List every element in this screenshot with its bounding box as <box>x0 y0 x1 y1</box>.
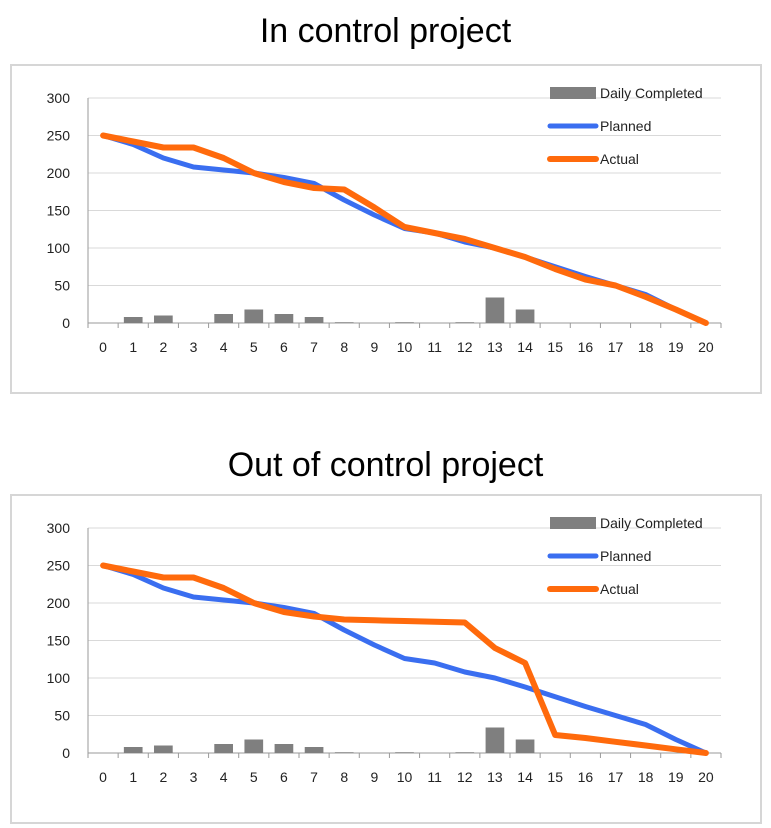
x-tick-label: 4 <box>220 339 228 355</box>
bar-daily-completed <box>244 309 264 323</box>
x-tick-label: 10 <box>397 339 413 355</box>
bar-daily-completed <box>274 314 294 323</box>
x-tick-label: 9 <box>370 339 378 355</box>
chart-panel-out-of-control: 0 50 100 150 200 250 300 0 1 2 3 4 5 6 7 8 9 10 11 12 13 14 15… <box>10 494 762 824</box>
bar-daily-completed <box>214 314 233 323</box>
y-tick-label: 300 <box>47 520 71 536</box>
x-tick-label: 9 <box>370 769 378 785</box>
chart-panel-in-control: 0 50 100 150 200 250 300 0 1 2 3 4 5 6 7 8 9 10 11 12 13 14 15… <box>10 64 762 394</box>
y-tick-label: 300 <box>47 90 71 106</box>
x-tick-label: 12 <box>457 769 473 785</box>
bar-daily-completed <box>334 322 354 323</box>
x-tick-label: 12 <box>457 339 473 355</box>
x-tick-label: 13 <box>487 769 503 785</box>
y-tick-label: 200 <box>47 165 71 181</box>
bar-daily-completed <box>395 752 414 753</box>
y-tick-label: 50 <box>54 708 70 724</box>
bar-daily-completed <box>334 752 354 753</box>
x-tick-label: 19 <box>668 769 684 785</box>
bar-daily-completed <box>123 317 143 323</box>
x-tick-label: 7 <box>310 769 318 785</box>
bar-daily-completed <box>304 317 324 323</box>
y-tick-label: 100 <box>47 670 71 686</box>
bar-daily-completed <box>214 744 233 753</box>
legend-label: Planned <box>600 548 651 564</box>
bar-daily-completed <box>274 744 294 753</box>
bar-daily-completed <box>154 745 173 753</box>
x-tick-label: 20 <box>698 769 714 785</box>
x-tick-label: 14 <box>517 339 533 355</box>
x-tick-label: 3 <box>190 339 198 355</box>
y-tick-label: 0 <box>62 315 70 331</box>
x-tick-label: 19 <box>668 339 684 355</box>
legend-label: Actual <box>600 581 639 597</box>
chart-title-out-of-control: Out of control project <box>227 446 544 484</box>
y-tick-label: 200 <box>47 595 71 611</box>
x-tick-label: 18 <box>638 769 654 785</box>
x-tick-label: 10 <box>397 769 413 785</box>
y-tick-label: 100 <box>47 240 71 256</box>
bar-daily-completed <box>154 315 173 323</box>
y-tick-label: 150 <box>47 633 71 649</box>
x-tick-label: 7 <box>310 339 318 355</box>
line-actual <box>100 132 709 326</box>
bar-daily-completed <box>123 747 143 753</box>
bar-daily-completed <box>395 322 414 323</box>
x-tick-label: 1 <box>129 339 137 355</box>
x-tick-label: 2 <box>159 769 167 785</box>
y-tick-label: 150 <box>47 203 71 219</box>
x-tick-label: 16 <box>578 339 594 355</box>
bar-daily-completed <box>515 739 535 753</box>
x-tick-label: 0 <box>99 769 107 785</box>
x-tick-label: 16 <box>578 769 594 785</box>
bar-daily-completed <box>515 309 535 323</box>
x-tick-label: 6 <box>280 339 288 355</box>
x-tick-label: 15 <box>547 339 563 355</box>
legend-swatch-daily-completed <box>550 87 596 99</box>
line-planned <box>100 563 709 756</box>
x-tick-label: 6 <box>280 769 288 785</box>
bar-daily-completed <box>485 297 505 323</box>
x-tick-label: 8 <box>340 769 348 785</box>
x-tick-label: 11 <box>427 339 442 355</box>
x-tick-label: 14 <box>517 769 533 785</box>
legend-swatch-daily-completed <box>550 517 596 529</box>
bar-daily-completed <box>244 739 264 753</box>
bar-daily-completed <box>304 747 324 753</box>
x-tick-label: 13 <box>487 339 503 355</box>
bar-daily-completed <box>455 322 475 323</box>
y-tick-label: 0 <box>62 745 70 761</box>
x-tick-label: 4 <box>220 769 228 785</box>
x-tick-label: 3 <box>190 769 198 785</box>
line-actual <box>100 562 709 756</box>
bar-daily-completed <box>455 752 475 753</box>
legend-label: Planned <box>600 118 651 134</box>
x-tick-label: 11 <box>427 769 442 785</box>
chart-title-in-control: In control project <box>259 12 512 50</box>
x-tick-label: 18 <box>638 339 654 355</box>
y-tick-label: 250 <box>47 558 71 574</box>
x-tick-label: 2 <box>159 339 167 355</box>
x-tick-label: 15 <box>547 769 563 785</box>
bar-daily-completed <box>485 727 505 753</box>
x-tick-label: 8 <box>340 339 348 355</box>
y-tick-label: 50 <box>54 278 70 294</box>
x-tick-label: 1 <box>129 769 137 785</box>
x-tick-label: 5 <box>250 769 258 785</box>
x-tick-label: 5 <box>250 339 258 355</box>
x-tick-label: 20 <box>698 339 714 355</box>
x-tick-label: 17 <box>608 769 624 785</box>
legend-label: Daily Completed <box>600 515 703 531</box>
legend-label: Actual <box>600 151 639 167</box>
x-tick-label: 17 <box>608 339 624 355</box>
x-tick-label: 0 <box>99 339 107 355</box>
legend-label: Daily Completed <box>600 85 703 101</box>
y-tick-label: 250 <box>47 128 71 144</box>
